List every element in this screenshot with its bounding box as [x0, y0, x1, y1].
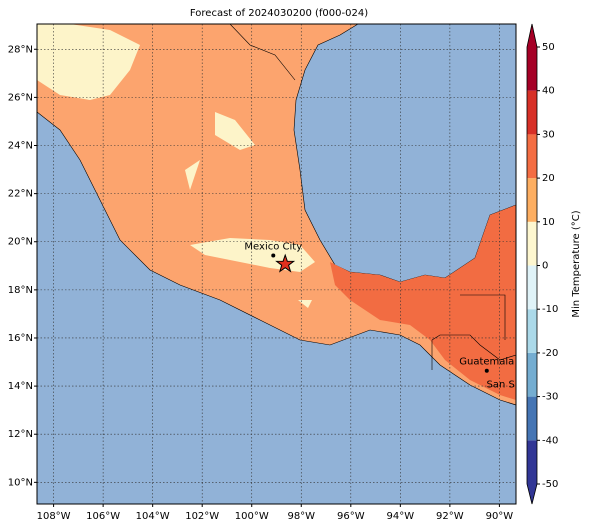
lat-tick-label: 14°N	[8, 381, 33, 392]
colorbar-tick-label: -50	[542, 479, 558, 490]
city-dot	[517, 392, 521, 396]
colorbar-tick-label: 0	[542, 261, 548, 272]
city-dot	[484, 368, 489, 373]
city-label: San Salvador	[487, 380, 554, 391]
colorbar-band	[527, 396, 537, 441]
city-label: Mexico City	[244, 241, 302, 252]
cool-zone	[37, 24, 315, 308]
lon-tick-label: 96°W	[337, 511, 365, 522]
lon-tick-label: 94°W	[387, 511, 415, 522]
lon-tick-label: 90°W	[486, 511, 514, 522]
colorbar-tick-label: 30	[542, 129, 555, 140]
colorbar-extend-low	[527, 484, 537, 504]
lat-tick-label: 24°N	[8, 141, 33, 152]
lon-tick-label: 106°W	[86, 511, 120, 522]
map: Mexico City Guatemala San Salvador	[37, 24, 554, 504]
lon-tick-label: 104°W	[136, 511, 170, 522]
colorbar-band	[527, 178, 537, 222]
lat-tick-label: 12°N	[8, 429, 33, 440]
city-dot	[271, 253, 276, 258]
lat-tick-label: 20°N	[8, 237, 33, 248]
warm-zone	[330, 205, 516, 400]
map-frame	[36, 23, 517, 505]
colorbar-tick-label: 20	[542, 173, 555, 184]
colorbar-band	[527, 134, 537, 179]
lat-tick-label: 22°N	[8, 189, 33, 200]
lat-tick-label: 16°N	[8, 333, 33, 344]
colorbar-tick-label: -20	[542, 348, 558, 359]
lon-tick-label: 98°W	[287, 511, 315, 522]
colorbar-tick-label: 40	[542, 86, 555, 97]
title: Forecast of 2024030200 (f000-024)	[190, 8, 368, 19]
colorbar-band	[527, 47, 537, 91]
colorbar-band	[527, 440, 537, 484]
lat-tick-label: 26°N	[8, 92, 33, 103]
colorbar-tick-label: -30	[542, 392, 558, 403]
lon-tick-label: 92°W	[436, 511, 464, 522]
lat-tick-label: 18°N	[8, 285, 33, 296]
colorbar-band	[527, 265, 537, 310]
borders	[229, 24, 516, 370]
colorbar-band	[527, 352, 537, 397]
colorbar-band	[527, 309, 537, 353]
colorbar-tick-label: 10	[542, 217, 555, 228]
colorbar-band	[527, 221, 537, 266]
lon-tick-label: 108°W	[37, 511, 71, 522]
city-label: Guatemala	[459, 357, 514, 368]
star-marker	[275, 253, 296, 273]
lat-tick-label: 28°N	[8, 44, 33, 55]
lat-tick-label: 10°N	[8, 477, 33, 488]
colorbar-tick-label: -40	[542, 435, 558, 446]
colorbar-band	[527, 90, 537, 135]
lon-tick-label: 100°W	[235, 511, 269, 522]
colorbar-tick-label: -10	[542, 304, 558, 315]
colorbar-label: Min Temperature (°C)	[571, 210, 582, 317]
colorbar-extend-high	[527, 24, 537, 47]
lon-tick-label: 102°W	[185, 511, 219, 522]
colorbar-tick-label: 50	[542, 42, 555, 53]
